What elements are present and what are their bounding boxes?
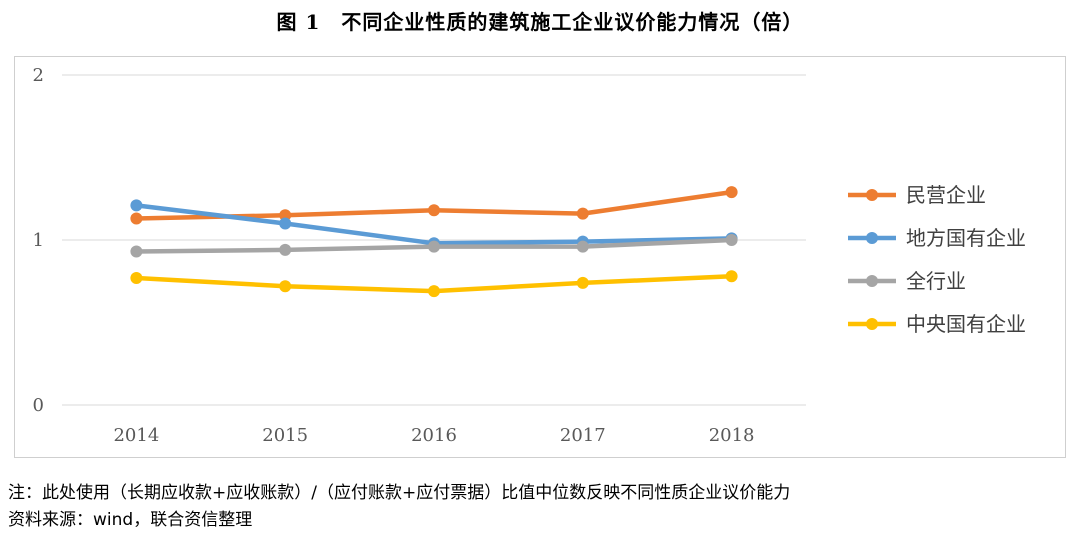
data-point [576, 207, 589, 220]
data-point [428, 204, 440, 217]
footnote: 注：此处使用（长期应收款+应收账款）/（应付账款+应付票据）比值中位数反映不同性… [8, 483, 791, 503]
line-chart: 0 1 2 2014 2015 2016 2017 2018 民营企业地方国有企业全行业中央国有… [33, 65, 1026, 446]
legend-label: 中央国有企业 [906, 312, 1026, 336]
legend-label: 地方国有企业 [906, 226, 1026, 250]
x-tick-label: 2016 [411, 425, 457, 446]
data-point [130, 199, 143, 212]
data-point [576, 276, 589, 289]
y-tick-label: 1 [33, 230, 44, 251]
data-point [725, 234, 738, 246]
data-point [279, 280, 292, 293]
legend-swatch-marker [866, 318, 878, 330]
legend-swatch-marker [866, 232, 878, 244]
x-tick-label: 2014 [113, 425, 159, 446]
legend-swatch-marker [866, 275, 878, 287]
x-tick-label: 2015 [262, 425, 308, 446]
x-tick-label: 2018 [709, 425, 755, 446]
data-point [428, 240, 440, 253]
data-point [130, 271, 143, 284]
data-point [130, 212, 143, 225]
y-tick-label: 2 [33, 65, 44, 86]
data-point [428, 285, 440, 298]
data-point [130, 245, 143, 258]
legend-label: 民营企业 [906, 183, 986, 207]
data-point [576, 240, 589, 253]
data-point [725, 270, 738, 283]
data-point [279, 243, 292, 256]
x-tick-label: 2017 [560, 425, 606, 446]
data-point [725, 186, 738, 199]
legend-label: 全行业 [906, 269, 966, 293]
data-point [279, 217, 292, 230]
data-point [279, 209, 292, 222]
source-note: 资料来源：wind，联合资信整理 [8, 510, 253, 530]
chart-title: 图 1 不同企业性质的建筑施工企业议价能力情况（倍） [276, 10, 804, 34]
y-tick-label: 0 [33, 395, 44, 416]
legend-swatch-marker [866, 189, 878, 201]
chart-frame [14, 56, 1066, 458]
